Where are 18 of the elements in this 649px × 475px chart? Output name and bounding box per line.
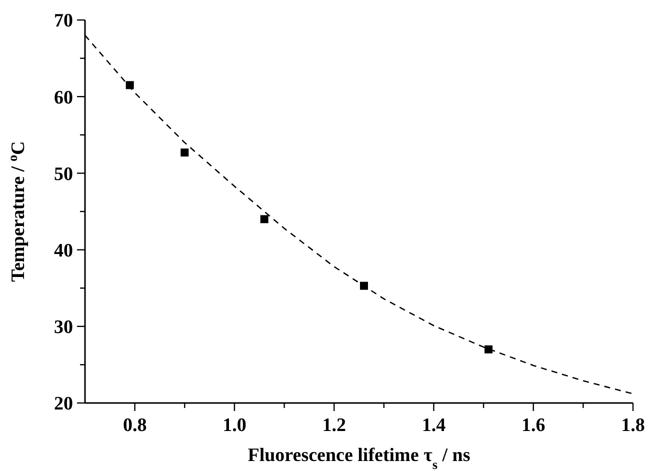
y-tick-label: 20 [54,394,73,415]
point [484,345,493,354]
point [260,215,268,224]
x-tick-label: 1.4 [422,415,446,436]
point [180,148,189,157]
y-tick-label: 60 [54,87,73,108]
x-axis-title: Fluorescence lifetime τ$_{s}$ / ns [248,445,470,472]
x-tick-label: 1.6 [521,415,546,436]
x-tick-label: 1.2 [322,415,346,436]
x-tick-label: 1.0 [222,415,246,436]
y-tick-label: 40 [54,240,73,262]
y-tick-label: 50 [54,164,73,185]
y-tick-label: 30 [54,317,73,338]
point [360,282,368,290]
point [126,81,134,90]
y-tick-label: 70 [54,10,73,32]
x-tick-label: 0.8 [122,415,147,436]
x-tick-label: 1.8 [621,415,645,436]
